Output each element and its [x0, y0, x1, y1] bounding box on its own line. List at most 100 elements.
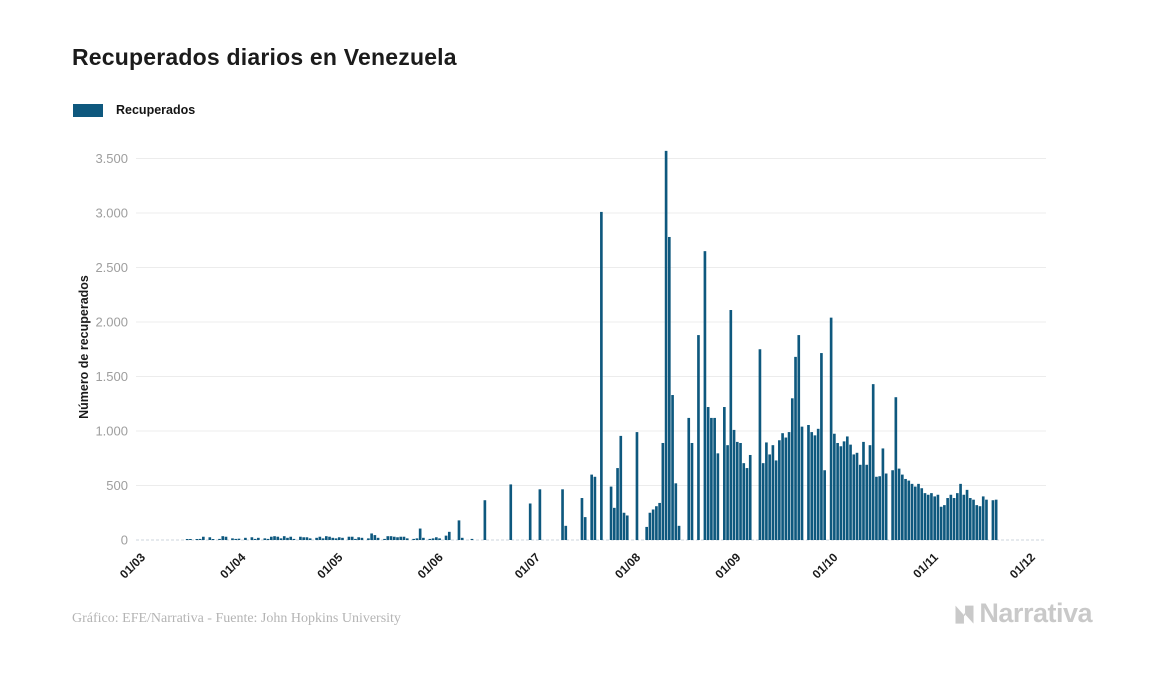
y-tick-label: 3.500	[95, 151, 128, 166]
bar	[315, 537, 318, 540]
y-tick-label: 0	[121, 533, 128, 548]
bar	[781, 433, 784, 540]
x-tick-label: 01/08	[612, 550, 643, 581]
bar	[299, 536, 302, 540]
bar	[939, 506, 943, 540]
bar	[460, 537, 464, 540]
bar	[661, 442, 665, 540]
bar	[674, 483, 678, 540]
x-tick-label: 01/10	[809, 550, 840, 581]
bar	[457, 520, 461, 540]
bar	[269, 536, 273, 540]
bar	[600, 211, 603, 540]
bar	[321, 538, 325, 541]
bar	[917, 483, 920, 540]
bar	[431, 538, 435, 541]
y-tick-label: 1.500	[95, 369, 128, 384]
bar	[913, 486, 917, 540]
bar	[907, 480, 911, 541]
bar	[703, 251, 707, 540]
bar	[509, 484, 513, 540]
bar	[224, 536, 228, 540]
bar	[483, 500, 487, 540]
bar	[435, 537, 438, 540]
bar	[360, 537, 364, 540]
bar	[590, 474, 593, 540]
bar	[648, 512, 652, 540]
bar	[405, 538, 409, 541]
y-axis-title: Número de recuperados	[77, 275, 91, 419]
bar	[237, 538, 241, 540]
bar	[975, 505, 979, 540]
bar	[286, 537, 289, 540]
bar	[331, 537, 335, 540]
bar	[561, 489, 564, 540]
legend-label: Recuperados	[116, 103, 196, 117]
bar	[829, 317, 833, 540]
bar	[347, 536, 351, 540]
narrativa-logo-text: Narrativa	[979, 598, 1092, 628]
bar	[282, 536, 286, 540]
narrativa-logo: Narrativa	[951, 597, 1092, 629]
bar	[370, 533, 373, 540]
bar	[981, 496, 985, 540]
bar	[354, 538, 357, 540]
bar	[616, 468, 619, 540]
bar	[289, 536, 293, 540]
bar	[418, 528, 422, 540]
bar	[991, 500, 995, 540]
bar	[619, 435, 623, 540]
bar	[253, 538, 257, 540]
bar	[816, 428, 820, 540]
bar	[972, 499, 975, 540]
x-tick-label: 01/05	[314, 550, 345, 581]
bar	[875, 476, 878, 540]
bar	[923, 493, 927, 540]
bar	[328, 536, 331, 540]
y-tick-label: 2.500	[95, 260, 128, 275]
y-tick-label: 500	[106, 478, 128, 493]
bar	[373, 535, 377, 541]
bar	[706, 407, 710, 540]
bar	[739, 442, 742, 540]
bar	[952, 498, 956, 540]
bar	[758, 349, 762, 540]
bar	[842, 441, 846, 540]
bar	[965, 489, 969, 540]
bar	[185, 539, 189, 540]
bar	[732, 429, 736, 540]
bar	[833, 433, 836, 541]
bar	[962, 494, 966, 540]
bar	[978, 506, 982, 540]
bar	[994, 499, 998, 540]
bar	[852, 454, 856, 540]
bar	[583, 517, 587, 540]
bar	[894, 397, 898, 540]
bar	[726, 445, 729, 540]
bar	[470, 538, 474, 540]
bar	[198, 538, 202, 540]
bar	[305, 537, 309, 540]
bar	[868, 445, 872, 540]
bar	[943, 505, 946, 540]
bar	[341, 537, 344, 540]
bar	[768, 454, 771, 540]
bar	[211, 539, 215, 540]
bar	[593, 476, 597, 540]
bar	[350, 536, 354, 540]
bar	[273, 536, 276, 540]
bar	[392, 536, 396, 540]
bar	[891, 470, 894, 540]
bar	[930, 493, 933, 540]
bar	[946, 498, 949, 540]
bar	[920, 488, 924, 540]
bar	[612, 507, 616, 541]
bar	[810, 432, 814, 540]
bar	[195, 539, 199, 540]
bar	[820, 353, 823, 540]
x-tick-label: 01/06	[415, 550, 446, 581]
bar	[580, 498, 584, 540]
bar	[664, 150, 668, 540]
y-tick-label: 1.000	[95, 424, 128, 439]
bar	[447, 531, 451, 541]
